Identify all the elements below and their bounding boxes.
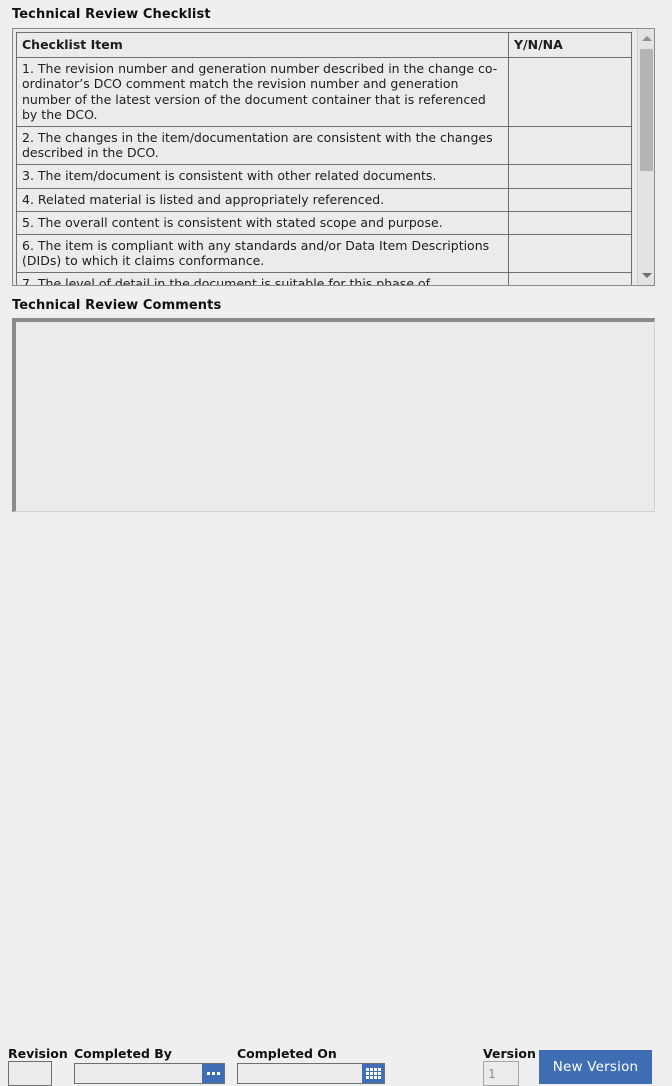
checklist-item-text: 5. The overall content is consistent wit…	[16, 210, 509, 236]
completed-on-input[interactable]	[237, 1063, 362, 1084]
version-input	[483, 1061, 519, 1086]
column-header-checklist-item: Checklist Item	[16, 31, 509, 59]
checklist-item-text: 3. The item/document is consistent with …	[16, 164, 509, 189]
checklist-answer-cell[interactable]	[508, 126, 632, 166]
form-bar: Revision Completed By Completed On Versi…	[0, 520, 672, 1086]
version-label: Version	[483, 1046, 536, 1061]
checklist-answer-cell[interactable]	[508, 272, 632, 285]
table-row[interactable]: 6. The item is compliant with any standa…	[16, 234, 632, 274]
comments-section-title: Technical Review Comments	[12, 298, 222, 313]
checklist-table: Checklist Item Y/N/NA 1. The revision nu…	[16, 31, 632, 285]
new-version-button[interactable]: New Version	[539, 1050, 652, 1084]
revision-input[interactable]	[8, 1061, 52, 1086]
completed-by-input[interactable]	[74, 1063, 202, 1084]
table-row[interactable]: 7. The level of detail in the document i…	[16, 272, 632, 285]
table-row[interactable]: 2. The changes in the item/documentation…	[16, 126, 632, 166]
checklist-answer-cell[interactable]	[508, 164, 632, 189]
revision-label: Revision	[8, 1046, 68, 1061]
checklist-item-text: 7. The level of detail in the document i…	[16, 272, 509, 285]
checklist-scrollbar[interactable]	[637, 29, 654, 285]
checklist-answer-cell[interactable]	[508, 234, 632, 274]
checklist-table-scroll-area: Checklist Item Y/N/NA 1. The revision nu…	[13, 29, 637, 285]
checklist-section-title: Technical Review Checklist	[12, 7, 211, 22]
scrollbar-thumb[interactable]	[640, 49, 653, 171]
table-row[interactable]: 5. The overall content is consistent wit…	[16, 210, 632, 236]
table-row[interactable]: 4. Related material is listed and approp…	[16, 187, 632, 212]
table-row[interactable]: 3. The item/document is consistent with …	[16, 164, 632, 189]
calendar-icon[interactable]	[362, 1063, 385, 1084]
checklist-panel: Checklist Item Y/N/NA 1. The revision nu…	[12, 28, 655, 286]
checklist-answer-cell[interactable]	[508, 210, 632, 236]
completed-by-label: Completed By	[74, 1046, 172, 1061]
table-row[interactable]: 1. The revision number and generation nu…	[16, 57, 632, 128]
column-header-ynna: Y/N/NA	[508, 31, 632, 59]
table-header-row: Checklist Item Y/N/NA	[16, 31, 632, 59]
ellipsis-icon[interactable]	[202, 1063, 225, 1084]
checklist-item-text: 4. Related material is listed and approp…	[16, 187, 509, 212]
completed-on-label: Completed On	[237, 1046, 337, 1061]
checklist-answer-cell[interactable]	[508, 187, 632, 212]
checklist-answer-cell[interactable]	[508, 57, 632, 128]
scroll-up-icon[interactable]	[638, 30, 654, 47]
checklist-item-text: 6. The item is compliant with any standa…	[16, 234, 509, 274]
checklist-item-text: 2. The changes in the item/documentation…	[16, 126, 509, 166]
comments-textarea[interactable]	[12, 318, 655, 512]
scroll-down-icon[interactable]	[638, 267, 654, 284]
checklist-item-text: 1. The revision number and generation nu…	[16, 57, 509, 128]
